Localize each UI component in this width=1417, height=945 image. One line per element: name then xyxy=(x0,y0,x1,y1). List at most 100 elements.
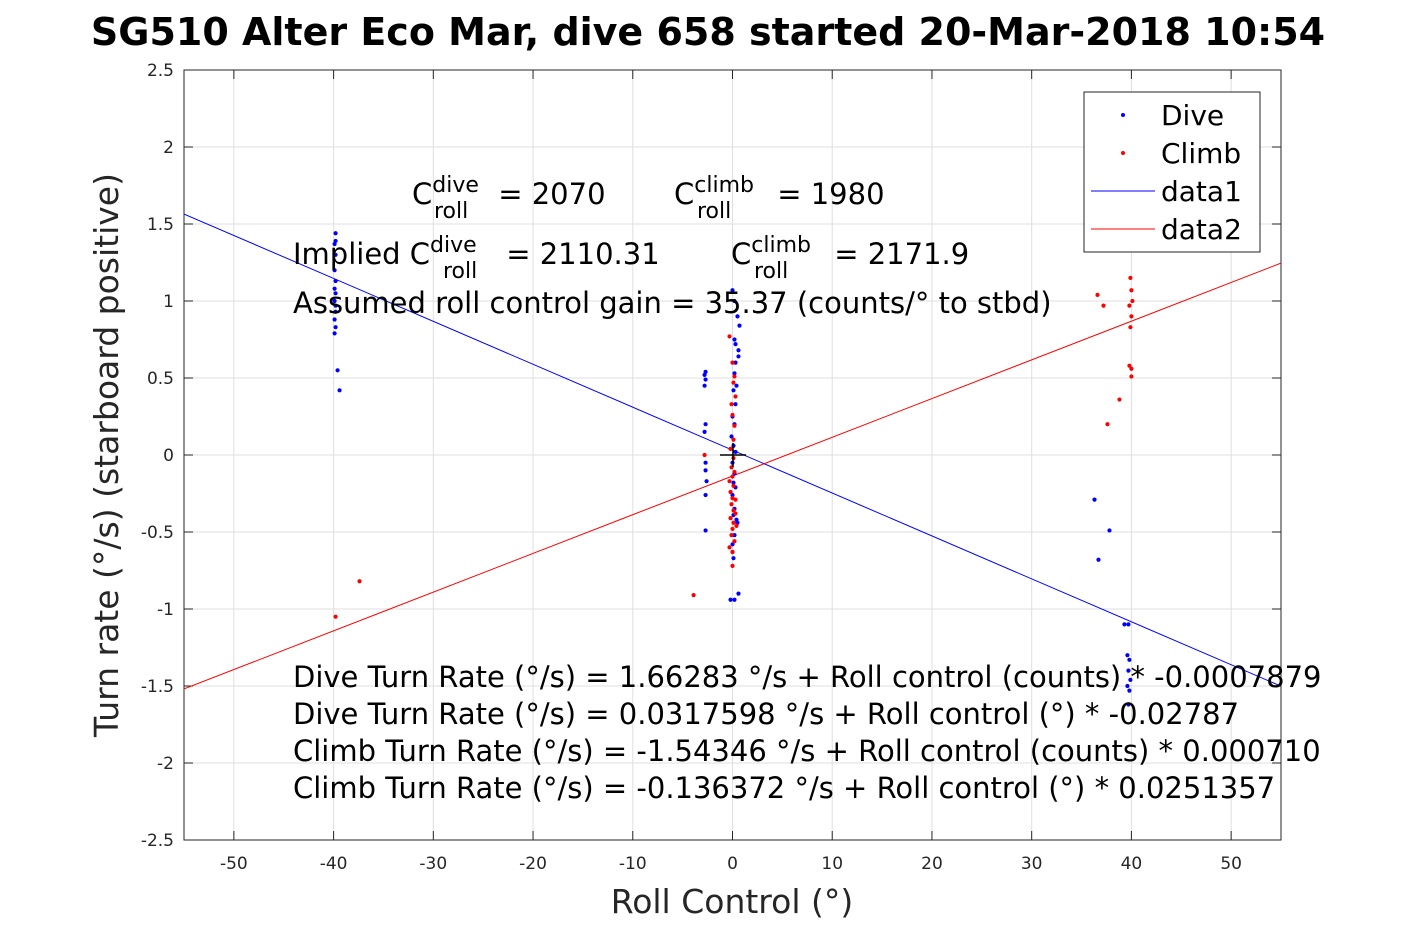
dive-point xyxy=(733,449,738,455)
dive-point xyxy=(332,241,337,247)
dive-point xyxy=(734,383,739,388)
x-ticks: -50 -40 -30 -20 -10 0 10 20 30 40 50 xyxy=(220,70,1242,874)
dive-point xyxy=(733,342,738,347)
dive-point xyxy=(731,556,736,561)
dive-point xyxy=(332,268,337,273)
climb-point xyxy=(732,423,737,428)
x-tick-label: -50 xyxy=(220,854,248,874)
dive-point xyxy=(337,388,342,393)
implied-climb-sup: climb xyxy=(751,233,811,258)
climb-point xyxy=(734,523,739,528)
dive-point xyxy=(731,388,736,393)
chart-title: SG510 Alter Eco Mar, dive 658 started 20… xyxy=(91,10,1325,54)
dive-point xyxy=(333,231,338,236)
climb-point xyxy=(1129,366,1134,371)
dive-point xyxy=(703,422,708,427)
dive-point xyxy=(736,348,741,353)
climb-point xyxy=(732,469,737,475)
x-tick-label: 30 xyxy=(1021,854,1043,874)
implied-dive-sub: roll xyxy=(443,259,477,284)
dive-point xyxy=(1126,622,1131,627)
climb-point xyxy=(1101,303,1106,308)
climb-point xyxy=(731,380,736,385)
dive-point xyxy=(1125,683,1130,689)
dive-point xyxy=(1126,702,1131,707)
climb-point xyxy=(1128,325,1133,330)
dive-point xyxy=(737,323,742,328)
dive-point xyxy=(732,371,737,376)
c-roll-climb-annotation: Cclimb roll = 1980 xyxy=(674,173,885,224)
dive-point xyxy=(736,354,741,359)
climb-point xyxy=(1095,292,1100,297)
climb-point xyxy=(1105,422,1110,427)
implied-prefix: Implied C xyxy=(293,237,430,271)
dive-point xyxy=(732,337,737,342)
climb-point xyxy=(732,374,737,379)
climb-point xyxy=(730,563,735,568)
implied-climb-value: = 2171.9 xyxy=(825,237,969,271)
y-tick-label: -2.5 xyxy=(141,831,174,851)
climb-point xyxy=(729,532,734,538)
climb-point xyxy=(1128,275,1133,280)
eq-climb-counts: Climb Turn Rate (°/s) = -1.54346 °/s + R… xyxy=(293,734,1321,768)
dive-point xyxy=(736,591,741,596)
climb-point xyxy=(730,549,735,555)
dive-point xyxy=(730,542,735,547)
y-tick-label: 1.5 xyxy=(147,215,174,235)
c-climb-sub: roll xyxy=(697,199,731,224)
dive-point xyxy=(333,309,338,314)
climb-point xyxy=(730,526,735,532)
climb-point xyxy=(729,502,734,507)
x-tick-label: -20 xyxy=(519,854,547,874)
climb-point xyxy=(733,497,738,502)
climb-point xyxy=(732,539,737,544)
climb-point xyxy=(730,360,735,365)
legend-box xyxy=(1083,91,1261,253)
dive-point xyxy=(333,252,338,257)
data-points xyxy=(332,231,1135,707)
climb-point xyxy=(1127,303,1132,308)
climb-point xyxy=(727,334,732,339)
x-tick-label: -10 xyxy=(619,854,647,874)
y-tick-label: -1 xyxy=(157,600,174,620)
climb-point xyxy=(1130,298,1135,304)
implied-dive-value: = 2110.31 xyxy=(497,237,660,271)
dive-point xyxy=(702,429,707,434)
dive-point xyxy=(732,532,737,538)
dive-point xyxy=(1127,688,1132,693)
dive-point xyxy=(733,402,738,407)
legend-dive-label: Dive xyxy=(1161,99,1224,132)
climb-point xyxy=(731,508,736,513)
y-tick-label: 2.5 xyxy=(147,61,174,81)
dive-point xyxy=(1127,657,1132,662)
dive-point xyxy=(1125,653,1130,658)
y-tick-label: 2 xyxy=(163,138,174,158)
c-dive-sup: dive xyxy=(432,173,479,198)
climb-point xyxy=(1129,288,1134,293)
dive-point xyxy=(1092,497,1097,502)
climb-point xyxy=(1127,363,1132,368)
dive-point xyxy=(333,303,338,308)
climb-point xyxy=(731,483,736,488)
implied-climb-base: C xyxy=(731,237,751,271)
legend-data1-label: data1 xyxy=(1161,175,1242,208)
legend-climb-label: Climb xyxy=(1161,137,1241,170)
x-tick-label: -40 xyxy=(320,854,348,874)
dive-point xyxy=(332,286,337,291)
climb-point xyxy=(333,614,338,619)
dive-point xyxy=(703,468,708,473)
climb-point xyxy=(731,437,736,442)
c-dive-sub: roll xyxy=(434,199,468,224)
climb-point xyxy=(733,511,738,516)
dive-point xyxy=(1122,622,1127,627)
y-tick-label: 0.5 xyxy=(147,369,174,389)
c-dive-value: = 2070 xyxy=(489,177,606,211)
climb-point xyxy=(1129,374,1134,379)
x-tick-label: 50 xyxy=(1220,854,1242,874)
implied-dive-annotation: Implied Cdive roll = 2110.31 xyxy=(293,233,660,284)
y-tick-label: -1.5 xyxy=(141,677,174,697)
dive-point xyxy=(333,325,338,330)
climb-point xyxy=(728,516,733,521)
implied-climb-sub: roll xyxy=(754,259,788,284)
